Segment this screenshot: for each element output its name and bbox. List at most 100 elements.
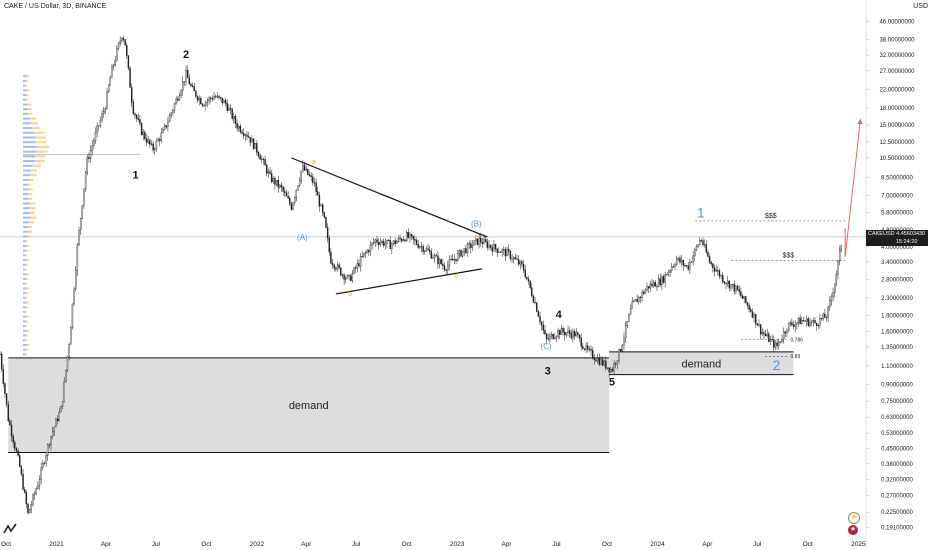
volume-profile-bar <box>28 197 33 200</box>
candle-body <box>175 98 177 105</box>
candle-body <box>241 131 243 134</box>
candle-body <box>695 246 698 250</box>
candle-body <box>422 246 424 253</box>
candle-body <box>399 237 401 240</box>
wave-label: 3 <box>545 366 551 378</box>
candle-body <box>506 249 508 257</box>
candle-body <box>170 112 172 116</box>
candle-body <box>613 363 615 372</box>
candle-body <box>717 270 719 272</box>
volume-profile-bar <box>25 292 28 295</box>
candle-body <box>806 318 808 322</box>
us-flag-icon[interactable]: ★ <box>848 525 858 535</box>
candle-body <box>193 86 195 92</box>
candle-body <box>465 248 467 254</box>
tradingview-logo-icon[interactable] <box>3 522 17 536</box>
volume-profile-bar <box>23 94 27 97</box>
candle-body <box>111 66 113 78</box>
candle-body <box>394 240 396 244</box>
volume-profile-bar <box>27 183 32 186</box>
volume-profile-bar <box>23 127 33 130</box>
candle-body <box>712 263 714 268</box>
candle-body <box>524 269 526 278</box>
fib-label: 0.89 <box>791 354 801 360</box>
candle-body <box>807 318 810 326</box>
candle-body <box>830 296 833 301</box>
candle-body <box>682 260 684 266</box>
candle-body <box>787 322 790 331</box>
y-tick-label: 32.00000000 <box>879 53 915 59</box>
projection-arrow <box>844 118 861 257</box>
candle-body <box>410 234 413 237</box>
volume-profile-bar <box>23 296 26 299</box>
candle-body <box>305 168 307 171</box>
candle-body <box>377 242 380 245</box>
candle-body <box>537 311 540 317</box>
candle-body <box>430 251 433 259</box>
candle-body <box>521 261 523 265</box>
candle-body <box>475 238 477 241</box>
projection-arrowhead <box>857 119 863 125</box>
volume-profile-bar <box>30 117 37 120</box>
volume-profile-bar <box>23 263 26 266</box>
candle-body <box>308 174 311 176</box>
candle-body <box>234 116 237 124</box>
candle-body <box>590 348 592 351</box>
candle-body <box>336 264 339 270</box>
candle-body <box>262 158 265 160</box>
candle-body <box>778 342 780 346</box>
volume-profile-bar <box>23 150 37 153</box>
candle-body <box>277 180 279 188</box>
candle-body <box>812 320 815 322</box>
candle-body <box>582 346 584 349</box>
chart-title: CAKE / US Dollar, 3D, BINANCE <box>4 3 107 10</box>
candle-body <box>654 282 656 287</box>
volume-profile-bar <box>23 84 26 87</box>
candle-body <box>484 239 487 242</box>
candle-body <box>147 139 149 143</box>
volume-profile-bar <box>23 207 30 210</box>
candle-body <box>274 178 276 185</box>
y-tick-label: 15.00000000 <box>879 123 915 129</box>
volume-profile-bar <box>25 268 28 271</box>
candle-body <box>440 259 442 265</box>
candle-body <box>707 251 709 257</box>
candle-body <box>79 218 82 231</box>
candle-body <box>366 250 368 253</box>
candle-body <box>540 321 543 326</box>
candle-body <box>657 278 660 287</box>
candle-body <box>98 125 100 127</box>
triangle-wave-label: d <box>454 273 458 280</box>
candle-body <box>817 325 819 327</box>
candle-body <box>666 274 668 276</box>
candle-body <box>680 260 683 263</box>
volume-profile-bar <box>23 79 26 82</box>
candle-body <box>4 383 6 394</box>
candle-body <box>162 129 164 134</box>
candle-body <box>307 168 309 175</box>
candle-body <box>799 317 801 325</box>
candle-body <box>343 274 345 280</box>
demand-zone-label: demand <box>681 358 721 370</box>
volume-profile-bar <box>23 89 27 92</box>
candle-body <box>481 242 484 245</box>
candle-body <box>774 342 777 348</box>
candle-body <box>38 479 41 486</box>
candle-body <box>297 185 299 191</box>
candle-body <box>761 332 763 335</box>
lightning-icon[interactable]: ⚡ <box>848 512 860 524</box>
volume-profile-bar <box>23 226 28 229</box>
volume-profile-bar <box>35 136 46 139</box>
candle-body <box>689 262 691 270</box>
volume-profile-bar <box>27 103 32 106</box>
candle-body <box>359 256 362 267</box>
candle-body <box>369 244 372 253</box>
candle-body <box>619 349 622 352</box>
candle-body <box>425 248 428 252</box>
candle-body <box>764 333 767 336</box>
candle-body <box>60 406 62 413</box>
y-tick-label: 0.22500000 <box>881 510 913 516</box>
candle-body <box>429 249 431 252</box>
candle-body <box>432 257 434 259</box>
